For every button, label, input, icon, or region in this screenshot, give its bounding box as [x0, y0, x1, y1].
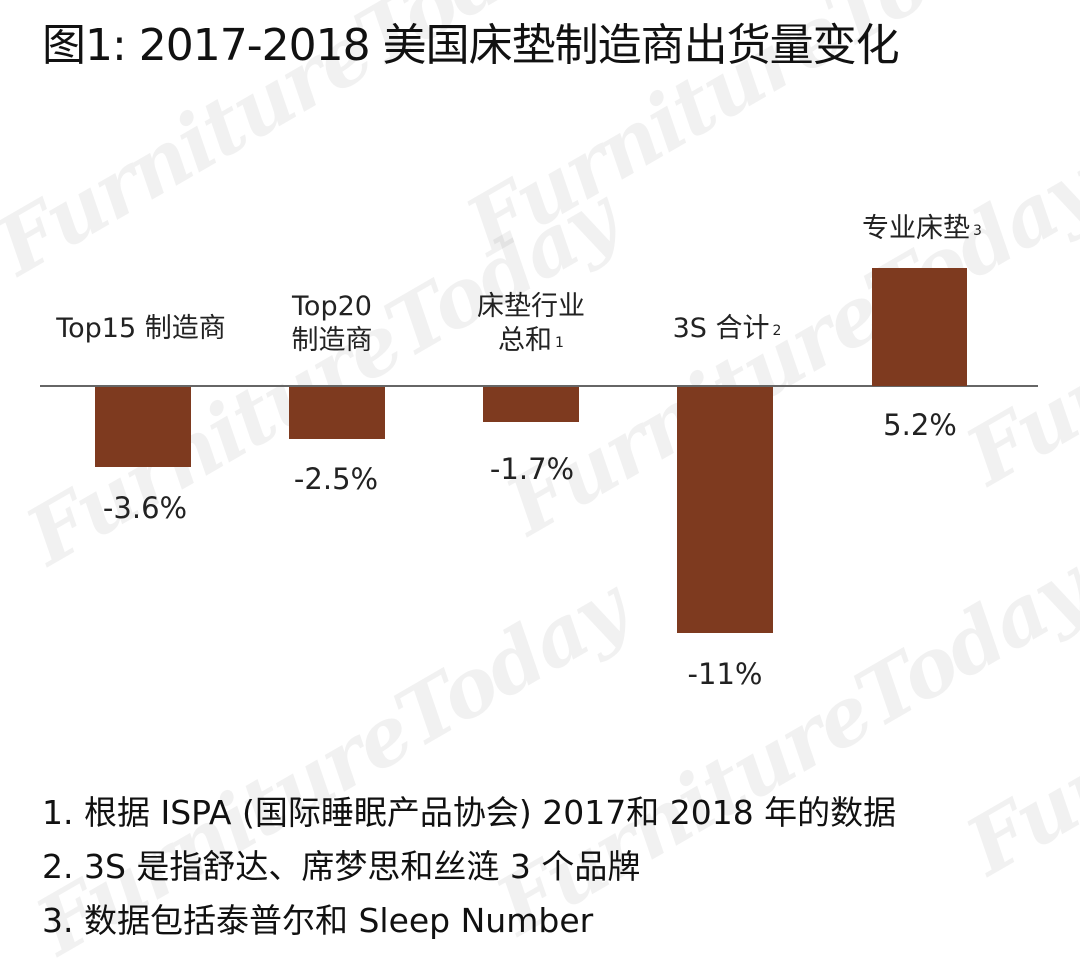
category-label: 床垫行业 总和 1 — [477, 291, 585, 356]
value-label: -11% — [687, 657, 763, 691]
category-label: 专业床垫 3 — [862, 213, 982, 244]
bar-top20 — [289, 387, 385, 439]
category-label: Top20 制造商 — [291, 291, 373, 356]
footnote-1: 1. 根据 ISPA (国际睡眠产品协会) 2017和 2018 年的数据 — [42, 793, 897, 832]
footnote-2: 2. 3S 是指舒达、席梦思和丝涟 3 个品牌 — [42, 847, 641, 886]
footnotes: 1. 根据 ISPA (国际睡眠产品协会) 2017和 2018 年的数据 2.… — [42, 786, 896, 948]
footnote-3: 3. 数据包括泰普尔和 Sleep Number — [42, 901, 594, 940]
bar-chart: Top15 制造商 -3.6% Top20 制造商 -2.5% 床垫行业 总和 1… — [40, 213, 1038, 691]
value-label: -1.7% — [489, 452, 575, 486]
bar-top15 — [95, 387, 191, 467]
value-label: 5.2% — [883, 408, 957, 442]
zero-baseline — [40, 385, 1038, 387]
category-label: 3S 合计 2 — [672, 313, 782, 344]
bar-industry-total — [483, 387, 579, 422]
value-label: -3.6% — [102, 491, 188, 525]
bar-specialty-mattress — [872, 268, 967, 386]
category-label: Top15 制造商 — [56, 313, 226, 344]
bar-3s-total — [677, 387, 773, 633]
chart-title: 图1: 2017-2018 美国床垫制造商出货量变化 — [42, 20, 900, 71]
value-label: -2.5% — [293, 462, 379, 496]
